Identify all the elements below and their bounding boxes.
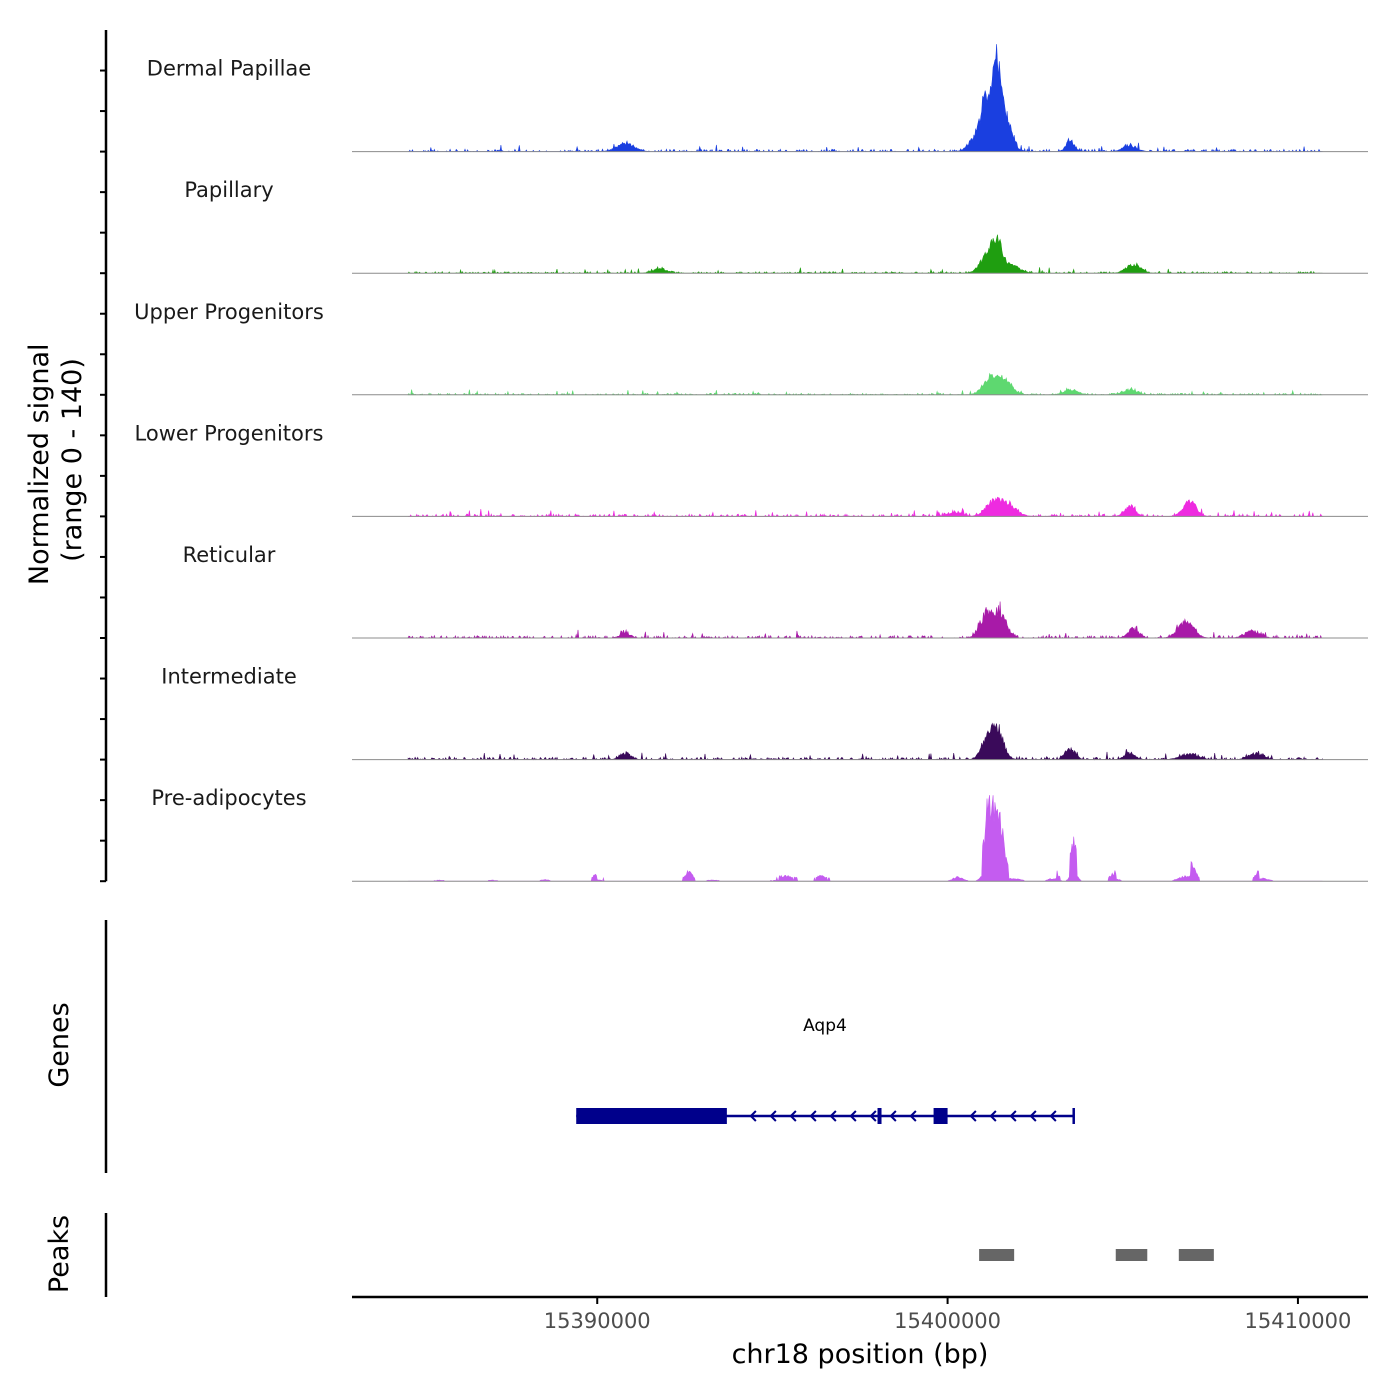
track-label: Pre-adipocytes <box>151 786 306 810</box>
strand-arrow <box>889 1110 897 1122</box>
strand-arrow <box>869 1110 877 1122</box>
plot-content: Dermal Papillae Papillary Upper Progenitor… <box>100 30 1368 1333</box>
peaks-track-title: Peaks <box>44 1215 75 1293</box>
gene-exon <box>877 1108 882 1124</box>
strand-arrow <box>849 1110 857 1122</box>
track-label: Intermediate <box>161 665 297 689</box>
signal-area <box>408 496 1324 518</box>
signal-area <box>407 601 1323 639</box>
signal-area <box>407 372 1323 396</box>
peak-region <box>1115 1249 1148 1261</box>
strand-arrow <box>969 1110 977 1122</box>
y-axis-title-line2: (range 0 - 140) <box>57 358 88 562</box>
signal-area <box>408 795 1323 882</box>
strand-arrow <box>1009 1110 1017 1122</box>
genes-track-title: Genes <box>44 1002 75 1087</box>
peak-region <box>1178 1249 1214 1261</box>
signal-area <box>407 722 1323 761</box>
gene-exon <box>933 1108 948 1124</box>
peak-region <box>979 1249 1015 1261</box>
strand-arrow <box>809 1110 817 1122</box>
track-label: Lower Progenitors <box>135 421 324 445</box>
y-axis-title-line1: Normalized signal <box>24 344 55 586</box>
signal-area <box>407 234 1323 275</box>
strand-arrow <box>829 1110 837 1122</box>
strand-arrow <box>1029 1110 1037 1122</box>
strand-arrow <box>789 1110 797 1122</box>
strand-arrow <box>989 1110 997 1122</box>
y-axis-title: Normalized signal (range 0 - 140) <box>24 335 88 585</box>
x-tick-label: 15390000 <box>544 1309 651 1333</box>
track-label: Reticular <box>183 543 276 567</box>
x-tick-label: 15400000 <box>894 1309 1001 1333</box>
strand-arrow <box>749 1110 757 1122</box>
track-label: Dermal Papillae <box>147 57 311 81</box>
strand-arrow <box>909 1110 917 1122</box>
x-axis-title: chr18 position (bp) <box>732 1339 989 1370</box>
signal-area <box>408 44 1323 153</box>
strand-arrow <box>1049 1110 1057 1122</box>
track-label: Papillary <box>184 178 273 202</box>
gene-label-aqp4: Aqp4 <box>803 1016 847 1036</box>
track-label: Upper Progenitors <box>134 300 324 324</box>
strand-arrow <box>769 1110 777 1122</box>
gene-exon <box>576 1108 727 1124</box>
x-tick-label: 15410000 <box>1244 1309 1351 1333</box>
